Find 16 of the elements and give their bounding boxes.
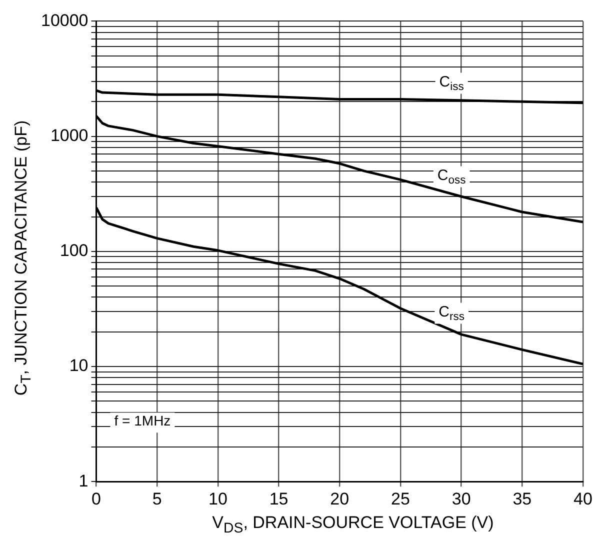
x-tick-label: 25	[391, 489, 410, 508]
y-tick-label: 10000	[40, 10, 88, 30]
y-tick-label: 1000	[50, 126, 88, 145]
y-tick-label: 1	[78, 471, 88, 490]
x-tick-label: 0	[92, 489, 102, 508]
x-tick-label: 30	[452, 489, 471, 508]
x-axis-title: V$_{DS}$, DRAIN-SOURCE VOLTAGE (V)	[211, 513, 495, 536]
x-tick-label: 15	[269, 489, 288, 508]
x-tick-label: 10	[208, 489, 228, 508]
x-tick-label: 20	[330, 489, 350, 508]
annotation: f = 1MHz	[114, 412, 171, 428]
x-tick-label: 5	[152, 489, 162, 508]
y-tick-label: 100	[60, 241, 88, 260]
x-tick-label: 40	[574, 489, 592, 508]
y-tick-label: 10	[69, 356, 88, 376]
x-tick-label: 35	[512, 489, 532, 508]
